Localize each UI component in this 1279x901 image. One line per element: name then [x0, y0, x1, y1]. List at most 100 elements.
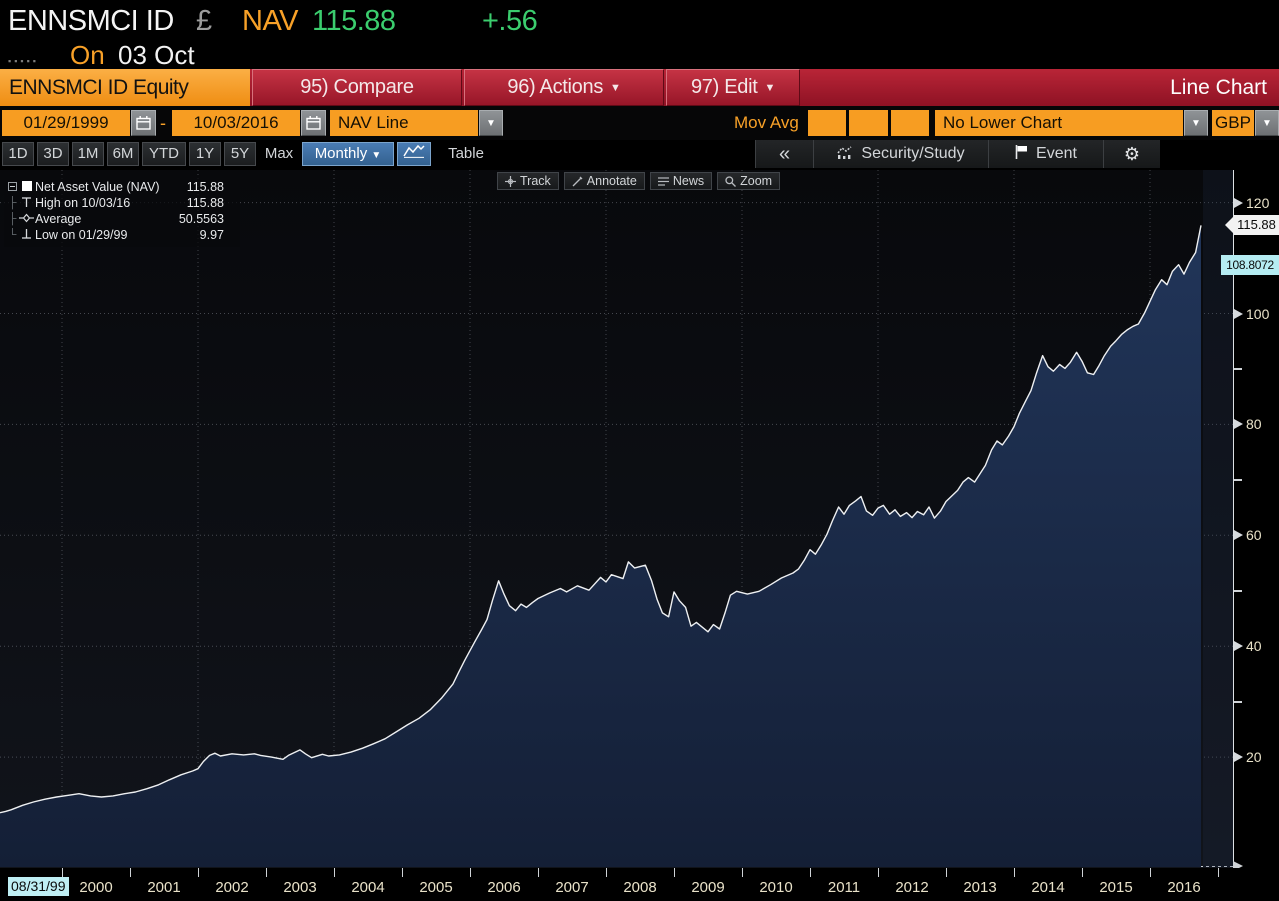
y-axis-minor-tick — [1234, 589, 1242, 592]
mov-avg-input-2[interactable] — [849, 110, 888, 136]
chevron-down-icon: ▼ — [371, 150, 382, 161]
x-axis-tick — [402, 868, 403, 877]
x-axis: 08/31/99 2000 2001 2002 2003 2004 2005 2006 200… — [0, 868, 1279, 901]
end-date-field[interactable]: 10/03/2016 — [172, 110, 300, 136]
nav-line-plot[interactable] — [0, 170, 1233, 868]
period-max-button[interactable]: Max — [264, 145, 294, 162]
tick-arrow-icon — [1234, 752, 1243, 763]
series-select-arrow-icon[interactable]: ▼ — [479, 110, 503, 136]
x-axis-tick — [198, 868, 199, 877]
x-axis-year-label: 2004 — [351, 879, 385, 896]
tick-arrow-icon — [1234, 530, 1243, 541]
x-axis-tick — [1218, 868, 1219, 877]
session-date: 03 Oct — [118, 40, 195, 70]
low-marker-icon — [22, 229, 31, 239]
study-chart-icon — [837, 146, 852, 159]
line-chart-type-button[interactable] — [397, 142, 431, 166]
x-axis-year-label: 2007 — [555, 879, 589, 896]
event-button[interactable]: Event — [988, 140, 1103, 168]
news-button[interactable]: News — [649, 172, 713, 190]
baseline-arrow-icon — [1233, 861, 1243, 871]
double-chevron-left-icon: « — [778, 143, 791, 165]
period-1d-button[interactable]: 1D — [2, 142, 34, 166]
tick-arrow-icon — [1234, 419, 1243, 430]
line-chart-icon — [403, 144, 425, 158]
period-1m-button[interactable]: 1M — [72, 142, 104, 166]
period-6m-button[interactable]: 6M — [107, 142, 139, 166]
zoom-button[interactable]: Zoom — [717, 172, 781, 190]
x-axis-year-label: 2009 — [691, 879, 725, 896]
series-swatch-icon — [21, 181, 32, 191]
tick-arrow-icon — [1234, 197, 1243, 208]
chart-controls-row: 01/29/1999 - 10/03/2016 NAV Line ▼ Mov A… — [0, 106, 1279, 140]
end-date-calendar-icon[interactable] — [301, 110, 326, 136]
period-ytd-button[interactable]: YTD — [142, 142, 186, 166]
function-menubar: ENNSMCI ID Equity 95) Compare 96) Action… — [0, 69, 1279, 106]
series-select[interactable]: NAV Line — [330, 110, 478, 136]
y-axis-tick: 100 — [1234, 306, 1269, 322]
currency-select-arrow-icon[interactable]: ▼ — [1255, 110, 1279, 136]
security-study-button[interactable]: Security/Study — [813, 140, 988, 168]
period-1y-button[interactable]: 1Y — [189, 142, 221, 166]
track-value-marker: 108.8072 — [1221, 254, 1279, 275]
track-button[interactable]: Track — [497, 172, 559, 190]
collapse-panel-button[interactable]: « — [755, 140, 813, 168]
collapse-box-icon[interactable] — [8, 182, 17, 191]
x-axis-year-label: 2011 — [827, 879, 861, 896]
x-axis-tick — [334, 868, 335, 877]
start-date-field[interactable]: 01/29/1999 — [2, 110, 130, 136]
compare-button[interactable]: 95) Compare — [252, 69, 462, 106]
y-axis-tick: 80 — [1234, 416, 1262, 432]
x-axis-year-label: 2010 — [759, 879, 793, 896]
chevron-down-icon: ▼ — [610, 82, 621, 94]
y-axis-tick: 40 — [1234, 638, 1262, 654]
chart-tools-bar: Track Annotate News Zoom — [497, 172, 781, 190]
legend-row-high: ├ High on 10/03/16 115.88 — [8, 196, 224, 210]
tick-arrow-icon — [1234, 641, 1243, 652]
settings-button[interactable]: ⚙ — [1103, 140, 1160, 168]
y-axis: 20 40 60 80 100 120 — [1233, 170, 1279, 868]
x-axis-year-label: 2001 — [147, 879, 181, 896]
x-axis-tick — [266, 868, 267, 877]
nav-change: +.56 — [482, 5, 538, 37]
mov-avg-label: Mov Avg — [734, 113, 799, 132]
y-axis-minor-tick — [1234, 367, 1242, 370]
start-date-calendar-icon[interactable] — [131, 110, 156, 136]
ticker-symbol: ENNSMCI ID — [8, 5, 174, 37]
magnifier-icon — [725, 175, 737, 187]
flag-icon — [1015, 145, 1028, 159]
quote-header: ENNSMCI ID £ NAV 115.88 +.56 ▪▪▪▪▪ On 03… — [0, 0, 1279, 70]
actions-menu-button[interactable]: 96) Actions ▼ — [464, 69, 664, 106]
annotate-button[interactable]: Annotate — [563, 172, 645, 190]
lower-chart-select[interactable]: No Lower Chart — [935, 110, 1183, 136]
security-tab[interactable]: ENNSMCI ID Equity — [0, 69, 250, 106]
page-title: Line Chart — [1170, 76, 1267, 99]
currency-symbol: £ — [196, 5, 212, 37]
currency-select[interactable]: GBP — [1212, 110, 1254, 136]
mov-avg-input-3[interactable] — [891, 110, 929, 136]
table-button[interactable]: Table — [448, 145, 484, 162]
news-icon — [657, 176, 669, 186]
period-5y-button[interactable]: 5Y — [224, 142, 256, 166]
y-axis-minor-tick — [1234, 700, 1242, 703]
session-on-label: On — [70, 40, 105, 70]
x-axis-year-label: 2002 — [215, 879, 249, 896]
nav-label: NAV — [242, 5, 298, 37]
mov-avg-input-1[interactable] — [808, 110, 846, 136]
crosshair-icon — [505, 175, 516, 187]
x-axis-year-label: 2003 — [283, 879, 317, 896]
x-axis-year-label: 2012 — [895, 879, 929, 896]
last-price-marker: 115.88 — [1225, 215, 1279, 236]
lower-chart-select-arrow-icon[interactable]: ▼ — [1184, 110, 1208, 136]
frequency-select[interactable]: Monthly ▼ — [302, 142, 394, 166]
x-axis-tick — [674, 868, 675, 877]
x-axis-year-label: 2000 — [79, 879, 113, 896]
x-axis-tick — [878, 868, 879, 877]
chevron-down-icon: ▼ — [764, 82, 776, 94]
period-3d-button[interactable]: 3D — [37, 142, 69, 166]
x-axis-tick — [470, 868, 471, 877]
date-range-separator: - — [160, 113, 166, 133]
y-axis-tick: 20 — [1234, 749, 1262, 765]
x-axis-year-label: 2005 — [419, 879, 453, 896]
edit-menu-button[interactable]: 97) Edit ▼ — [666, 69, 800, 106]
